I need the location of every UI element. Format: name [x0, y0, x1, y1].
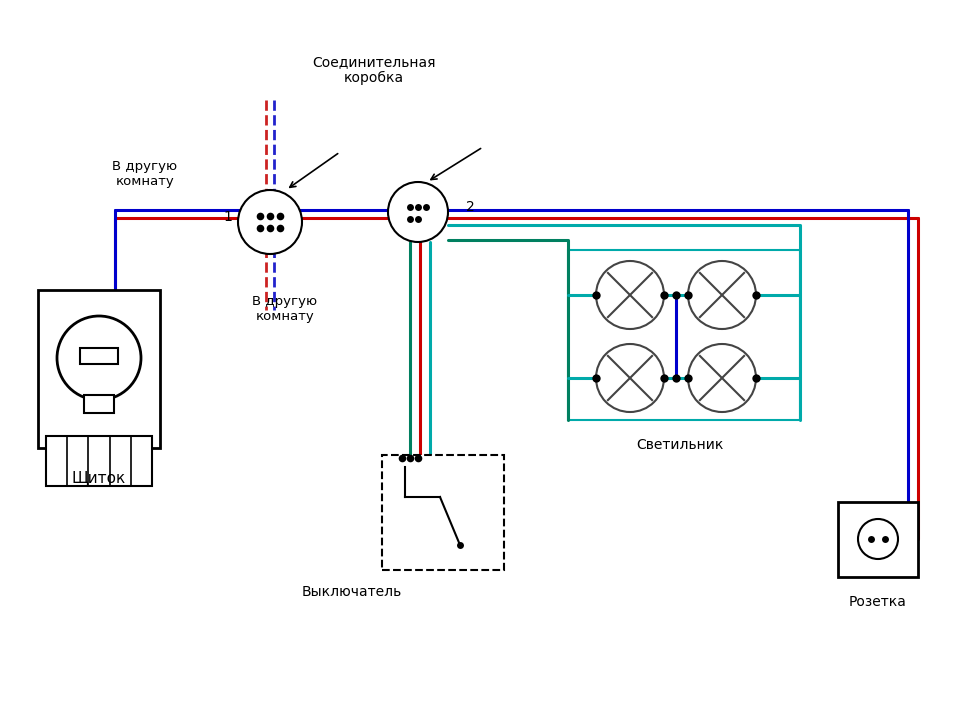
Bar [838, 502, 918, 577]
Text: Щиток: Щиток [72, 470, 126, 485]
Circle shape [688, 261, 756, 329]
Circle shape [596, 344, 664, 412]
Bar [38, 290, 160, 448]
Bar [80, 348, 118, 364]
Circle shape [858, 519, 898, 559]
Text: Светильник: Светильник [636, 438, 724, 452]
Text: Выключатель: Выключатель [301, 585, 402, 599]
Text: Соединительная
коробка: Соединительная коробка [312, 55, 436, 85]
Text: 2: 2 [466, 200, 474, 214]
Circle shape [688, 344, 756, 412]
Circle shape [388, 182, 448, 242]
Bar [568, 250, 800, 420]
Text: 1: 1 [224, 210, 232, 224]
Bar [382, 455, 504, 570]
Circle shape [596, 261, 664, 329]
Circle shape [238, 190, 302, 254]
Text: Розетка: Розетка [849, 595, 907, 609]
Text: В другую
комнату: В другую комнату [112, 160, 178, 188]
Bar [46, 436, 152, 486]
Text: В другую
комнату: В другую комнату [252, 295, 318, 323]
Bar [84, 395, 114, 413]
Circle shape [57, 316, 141, 400]
